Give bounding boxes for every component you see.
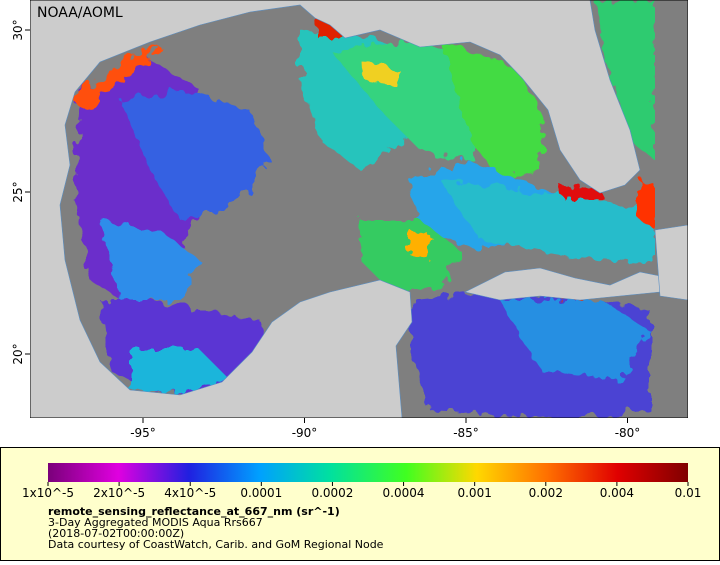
colorbar-label: 0.002 [529,486,563,500]
colorbar [48,463,688,482]
colorbar-label: 2x10^-5 [93,486,145,500]
colorbar-labels: 1x10^-5 2x10^-5 4x10^-5 0.0001 0.0002 0.0004 0… [22,482,701,500]
lon-label: -85° [453,426,479,440]
lat-label: 25° [11,181,25,202]
colorbar-label: 0.0001 [240,486,282,500]
colorbar-label: 0.001 [457,486,491,500]
map-area [30,0,688,418]
nodata-strip [655,0,688,418]
colorbar-label: 0.0002 [311,486,353,500]
land-east [654,224,688,301]
variable-name: remote_sensing_reflectance_at_667_nm (sr… [48,505,340,518]
legend-line: Data courtesy of CoastWatch, Carib. and … [48,538,384,551]
lon-label: -95° [130,426,156,440]
colorbar-label: 4x10^-5 [164,486,216,500]
colorbar-label: 0.0004 [383,486,425,500]
colorbar-label: 1x10^-5 [22,486,74,500]
colorbar-label: 0.004 [600,486,634,500]
legend-line: 3-Day Aggregated MODIS Aqua Rrs667 [48,516,263,529]
lat-label: 30° [11,19,25,40]
legend-line: (2018-07-02T00:00:00Z) [48,527,184,540]
reflectance-field [75,0,655,418]
watermark: NOAA/AOML [37,5,123,21]
land-north-west [30,0,641,418]
lon-label: -80° [615,426,641,440]
axes: -95° -90° -85° -80° 30° 25° 20° [11,19,640,440]
lon-label: -90° [292,426,318,440]
lat-label: 20° [11,343,25,364]
colorbar-label: 0.01 [675,486,702,500]
